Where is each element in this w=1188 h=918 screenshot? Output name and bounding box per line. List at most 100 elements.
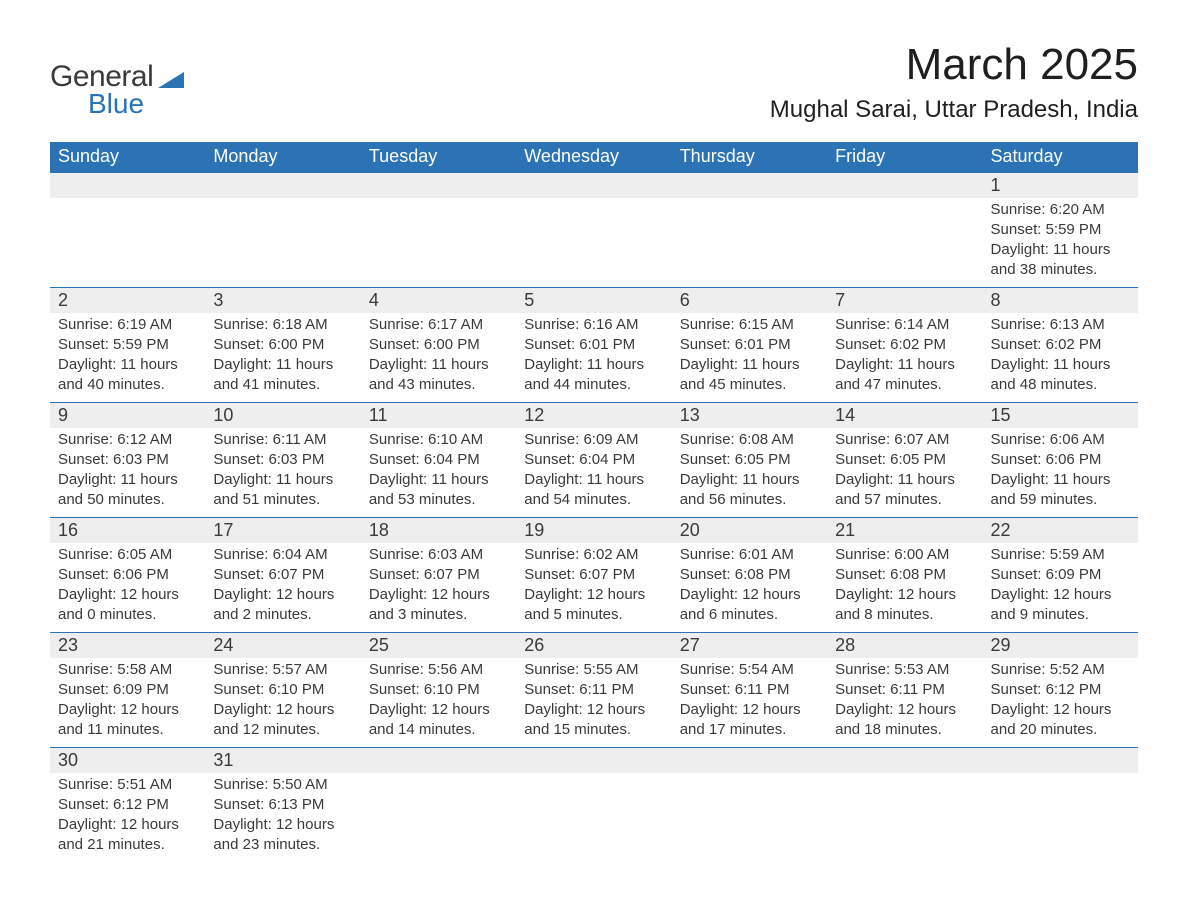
day-number: 8	[983, 288, 1138, 313]
sunset: Sunset: 6:11 PM	[680, 680, 819, 700]
day-body: Sunrise: 5:51 AMSunset: 6:12 PMDaylight:…	[50, 773, 205, 862]
day-number: 23	[50, 633, 205, 658]
daylight-line2: and 21 minutes.	[58, 835, 197, 855]
day-number: 18	[361, 518, 516, 543]
sunrise: Sunrise: 6:17 AM	[369, 315, 508, 335]
day-number-empty	[827, 748, 982, 773]
day-body: Sunrise: 6:00 AMSunset: 6:08 PMDaylight:…	[827, 543, 982, 632]
day-body: Sunrise: 5:52 AMSunset: 6:12 PMDaylight:…	[983, 658, 1138, 747]
day-body: Sunrise: 5:56 AMSunset: 6:10 PMDaylight:…	[361, 658, 516, 747]
day-body: Sunrise: 6:12 AMSunset: 6:03 PMDaylight:…	[50, 428, 205, 517]
daylight-line1: Daylight: 11 hours	[835, 470, 974, 490]
sunset: Sunset: 6:09 PM	[58, 680, 197, 700]
calendar-body: 1Sunrise: 6:20 AMSunset: 5:59 PMDaylight…	[50, 172, 1138, 862]
daylight-line2: and 5 minutes.	[524, 605, 663, 625]
day-number: 3	[205, 288, 360, 313]
week-row: 1Sunrise: 6:20 AMSunset: 5:59 PMDaylight…	[50, 172, 1138, 287]
daylight-line1: Daylight: 12 hours	[835, 585, 974, 605]
logo: General Blue	[50, 60, 186, 120]
day-number: 12	[516, 403, 671, 428]
daylight-line1: Daylight: 12 hours	[58, 700, 197, 720]
day-cell	[983, 747, 1138, 862]
sunset: Sunset: 6:02 PM	[835, 335, 974, 355]
sunrise: Sunrise: 6:14 AM	[835, 315, 974, 335]
logo-sail-icon	[158, 70, 186, 90]
day-cell: 15Sunrise: 6:06 AMSunset: 6:06 PMDayligh…	[983, 402, 1138, 517]
day-body: Sunrise: 6:13 AMSunset: 6:02 PMDaylight:…	[983, 313, 1138, 402]
day-body: Sunrise: 6:19 AMSunset: 5:59 PMDaylight:…	[50, 313, 205, 402]
day-cell	[672, 747, 827, 862]
daylight-line1: Daylight: 12 hours	[369, 700, 508, 720]
day-body: Sunrise: 6:04 AMSunset: 6:07 PMDaylight:…	[205, 543, 360, 632]
daylight-line2: and 17 minutes.	[680, 720, 819, 740]
daylight-line1: Daylight: 12 hours	[524, 585, 663, 605]
daylight-line2: and 48 minutes.	[991, 375, 1130, 395]
day-body: Sunrise: 6:11 AMSunset: 6:03 PMDaylight:…	[205, 428, 360, 517]
sunset: Sunset: 6:03 PM	[58, 450, 197, 470]
day-number-empty	[672, 173, 827, 198]
day-body: Sunrise: 5:58 AMSunset: 6:09 PMDaylight:…	[50, 658, 205, 747]
daylight-line2: and 57 minutes.	[835, 490, 974, 510]
day-cell	[361, 747, 516, 862]
weekday-header: Tuesday	[361, 142, 516, 172]
daylight-line2: and 44 minutes.	[524, 375, 663, 395]
daylight-line2: and 45 minutes.	[680, 375, 819, 395]
sunset: Sunset: 5:59 PM	[991, 220, 1130, 240]
sunset: Sunset: 6:07 PM	[369, 565, 508, 585]
week-row: 2Sunrise: 6:19 AMSunset: 5:59 PMDaylight…	[50, 287, 1138, 402]
daylight-line2: and 41 minutes.	[213, 375, 352, 395]
day-cell: 3Sunrise: 6:18 AMSunset: 6:00 PMDaylight…	[205, 287, 360, 402]
sunset: Sunset: 6:11 PM	[835, 680, 974, 700]
day-body: Sunrise: 6:01 AMSunset: 6:08 PMDaylight:…	[672, 543, 827, 632]
day-cell: 17Sunrise: 6:04 AMSunset: 6:07 PMDayligh…	[205, 517, 360, 632]
day-cell: 24Sunrise: 5:57 AMSunset: 6:10 PMDayligh…	[205, 632, 360, 747]
day-number-empty	[205, 173, 360, 198]
daylight-line2: and 18 minutes.	[835, 720, 974, 740]
day-body: Sunrise: 5:59 AMSunset: 6:09 PMDaylight:…	[983, 543, 1138, 632]
daylight-line1: Daylight: 12 hours	[369, 585, 508, 605]
header: General Blue March 2025 Mughal Sarai, Ut…	[50, 40, 1138, 124]
day-number: 5	[516, 288, 671, 313]
sunrise: Sunrise: 5:55 AM	[524, 660, 663, 680]
day-body: Sunrise: 6:03 AMSunset: 6:07 PMDaylight:…	[361, 543, 516, 632]
day-cell: 26Sunrise: 5:55 AMSunset: 6:11 PMDayligh…	[516, 632, 671, 747]
day-number: 14	[827, 403, 982, 428]
day-number: 25	[361, 633, 516, 658]
day-number-empty	[516, 173, 671, 198]
sunrise: Sunrise: 5:52 AM	[991, 660, 1130, 680]
day-body-empty	[205, 198, 360, 268]
daylight-line1: Daylight: 11 hours	[369, 470, 508, 490]
sunrise: Sunrise: 6:15 AM	[680, 315, 819, 335]
day-cell: 16Sunrise: 6:05 AMSunset: 6:06 PMDayligh…	[50, 517, 205, 632]
day-cell: 5Sunrise: 6:16 AMSunset: 6:01 PMDaylight…	[516, 287, 671, 402]
daylight-line1: Daylight: 12 hours	[835, 700, 974, 720]
day-cell: 11Sunrise: 6:10 AMSunset: 6:04 PMDayligh…	[361, 402, 516, 517]
daylight-line2: and 11 minutes.	[58, 720, 197, 740]
day-body-empty	[516, 773, 671, 843]
daylight-line2: and 15 minutes.	[524, 720, 663, 740]
day-cell	[361, 172, 516, 287]
day-body: Sunrise: 5:53 AMSunset: 6:11 PMDaylight:…	[827, 658, 982, 747]
day-cell: 13Sunrise: 6:08 AMSunset: 6:05 PMDayligh…	[672, 402, 827, 517]
weekday-header: Thursday	[672, 142, 827, 172]
daylight-line1: Daylight: 12 hours	[58, 585, 197, 605]
daylight-line1: Daylight: 12 hours	[213, 815, 352, 835]
day-body-empty	[361, 198, 516, 268]
day-cell: 7Sunrise: 6:14 AMSunset: 6:02 PMDaylight…	[827, 287, 982, 402]
sunset: Sunset: 6:07 PM	[524, 565, 663, 585]
day-body: Sunrise: 6:09 AMSunset: 6:04 PMDaylight:…	[516, 428, 671, 517]
daylight-line2: and 8 minutes.	[835, 605, 974, 625]
sunrise: Sunrise: 5:50 AM	[213, 775, 352, 795]
day-cell	[672, 172, 827, 287]
day-number: 31	[205, 748, 360, 773]
day-number: 11	[361, 403, 516, 428]
day-number: 27	[672, 633, 827, 658]
sunset: Sunset: 5:59 PM	[58, 335, 197, 355]
day-number-empty	[983, 748, 1138, 773]
day-cell: 27Sunrise: 5:54 AMSunset: 6:11 PMDayligh…	[672, 632, 827, 747]
day-cell: 28Sunrise: 5:53 AMSunset: 6:11 PMDayligh…	[827, 632, 982, 747]
sunrise: Sunrise: 6:03 AM	[369, 545, 508, 565]
day-body: Sunrise: 6:16 AMSunset: 6:01 PMDaylight:…	[516, 313, 671, 402]
day-body-empty	[50, 198, 205, 268]
sunset: Sunset: 6:12 PM	[991, 680, 1130, 700]
